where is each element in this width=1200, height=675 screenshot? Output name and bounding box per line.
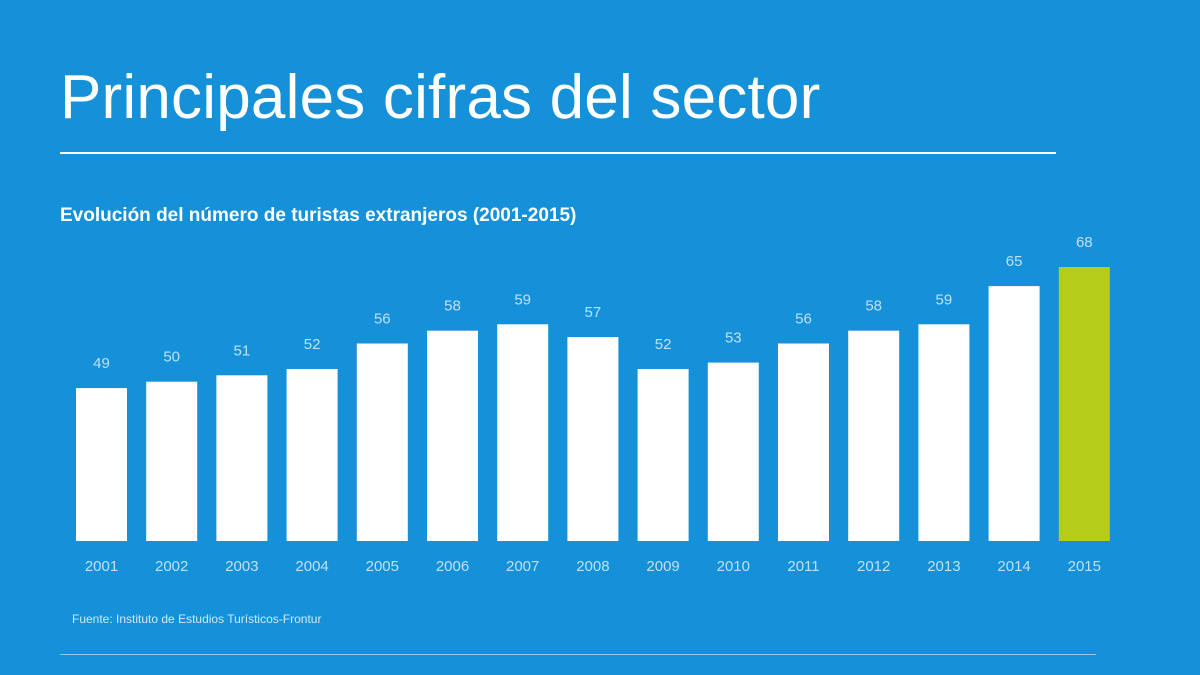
value-label-2014: 65 bbox=[1006, 253, 1023, 270]
value-label-2003: 51 bbox=[234, 342, 251, 359]
value-label-2013: 59 bbox=[936, 291, 953, 308]
year-label-2002: 2002 bbox=[155, 558, 188, 575]
year-label-2010: 2010 bbox=[717, 558, 750, 575]
bar-2012 bbox=[848, 330, 900, 541]
year-label-2012: 2012 bbox=[857, 558, 890, 575]
bar-2011 bbox=[778, 343, 829, 541]
title-divider bbox=[60, 152, 1056, 154]
chart-title: Evolución del número de turistas extranj… bbox=[60, 205, 577, 226]
bar-2003 bbox=[216, 375, 268, 541]
year-label-2003: 2003 bbox=[225, 558, 258, 575]
value-label-2006: 58 bbox=[444, 298, 461, 315]
value-label-2012: 58 bbox=[865, 298, 882, 315]
value-label-2015: 68 bbox=[1076, 234, 1093, 251]
bar-2006 bbox=[427, 330, 478, 541]
year-label-2004: 2004 bbox=[295, 558, 328, 575]
source-note: Fuente: Instituto de Estudios Turísticos… bbox=[72, 612, 322, 626]
value-label-2004: 52 bbox=[304, 336, 321, 353]
year-label-2001: 2001 bbox=[85, 558, 118, 575]
year-label-2014: 2014 bbox=[997, 558, 1030, 575]
year-label-2007: 2007 bbox=[506, 558, 539, 575]
value-label-2002: 50 bbox=[163, 349, 180, 366]
value-label-2009: 52 bbox=[655, 336, 672, 353]
year-label-2008: 2008 bbox=[576, 558, 609, 575]
year-label-2015: 2015 bbox=[1068, 558, 1101, 575]
bar-2001 bbox=[76, 388, 127, 541]
bar-2008 bbox=[567, 337, 619, 541]
value-label-2005: 56 bbox=[374, 311, 391, 328]
bar-2005 bbox=[356, 343, 408, 541]
value-label-2010: 53 bbox=[725, 330, 742, 347]
year-label-2013: 2013 bbox=[927, 558, 960, 575]
footer-divider bbox=[60, 654, 1096, 655]
bar-2009 bbox=[637, 369, 689, 541]
bar-2014 bbox=[988, 286, 1040, 541]
value-label-2008: 57 bbox=[585, 304, 602, 321]
bar-2007 bbox=[497, 324, 549, 541]
value-label-2011: 56 bbox=[795, 311, 812, 328]
year-label-2005: 2005 bbox=[366, 558, 399, 575]
year-label-2009: 2009 bbox=[646, 558, 679, 575]
bar-2004 bbox=[286, 369, 338, 541]
value-label-2007: 59 bbox=[514, 291, 531, 308]
bar-2010 bbox=[707, 362, 759, 541]
bar-2015 bbox=[1058, 267, 1110, 541]
page-title: Principales cifras del sector bbox=[60, 63, 821, 132]
year-label-2006: 2006 bbox=[436, 558, 469, 575]
value-label-2001: 49 bbox=[93, 355, 110, 372]
bar-2013 bbox=[918, 324, 970, 541]
bar-2002 bbox=[146, 381, 198, 541]
year-label-2011: 2011 bbox=[787, 558, 819, 575]
